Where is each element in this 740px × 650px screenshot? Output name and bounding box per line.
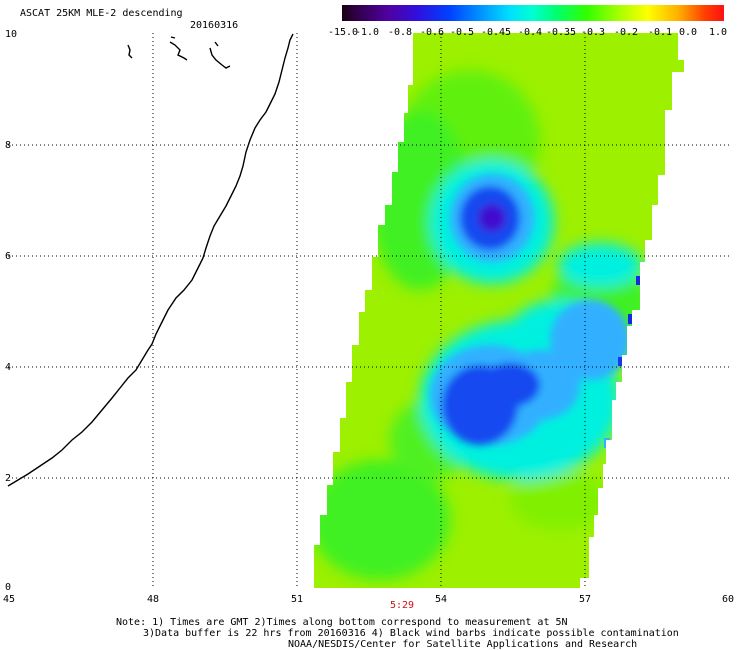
colorbar-tick-label: -0.2: [614, 27, 638, 38]
satellite-swath: [314, 33, 684, 588]
colorbar-tick-label: -0.5: [450, 27, 474, 38]
swath-darkblue-patch: [478, 204, 506, 232]
colorbar-tick-label: -0.4: [518, 27, 542, 38]
swath-cyan-patch: [558, 243, 642, 287]
colorbar-tick-label: -0.45: [481, 27, 511, 38]
colorbar-tick-label: -0.1: [648, 27, 672, 38]
x-tick-label: 60: [722, 594, 734, 605]
x-tick-label: 54: [435, 594, 447, 605]
y-tick-label: 2: [5, 473, 11, 484]
coastline-island: [169, 41, 188, 61]
x-tick-label: 51: [291, 594, 303, 605]
colorbar-tick-label: -0.3: [581, 27, 605, 38]
colorbar-tick-label: 0.0: [679, 27, 697, 38]
colorbar-gradient: [342, 5, 724, 21]
coastline-island: [170, 36, 176, 39]
colorbar: -15.0-1.0 -0.8 -0.6 -0.5 -0.45 -0.4 -0.35 -0.3-…: [328, 5, 727, 38]
colorbar-tick-label: 1.0: [709, 27, 727, 38]
y-tick-label: 8: [5, 140, 11, 151]
y-tick-label: 4: [5, 362, 11, 373]
x-tick-label: 57: [579, 594, 591, 605]
swath-pixel: [604, 438, 610, 448]
y-tick-label: 10: [5, 29, 17, 40]
coastline-island: [214, 41, 219, 47]
coastline-island: [209, 47, 231, 69]
swath-time-label: 5:29: [390, 600, 415, 611]
colorbar-tick-label: -1.0: [355, 27, 379, 38]
swath-pixel: [618, 357, 624, 366]
colorbar-tick-label: -0.35: [546, 27, 576, 38]
map-date: 20160316: [190, 20, 239, 31]
colorbar-tick-label: -15.0: [328, 27, 358, 38]
swath-green-patch: [314, 460, 450, 580]
colorbar-tick-label: -0.6: [420, 27, 444, 38]
y-tick-label: 6: [5, 251, 11, 262]
axis-labels: 45 48 51 54 57 60 0 2 4 6 8 10: [3, 29, 734, 605]
swath-pixel: [628, 314, 635, 324]
footnote-line-2: 3)Data buffer is 22 hrs from 20160316 4)…: [143, 628, 679, 639]
swath-blue-patch: [480, 363, 540, 407]
coastline: [7, 33, 294, 487]
swath-pixel: [612, 403, 620, 413]
map-title: ASCAT 25KM MLE-2 descending: [20, 8, 183, 19]
coastline-island: [127, 44, 133, 59]
footnote-credit: NOAA/NESDIS/Center for Satellite Applica…: [288, 639, 638, 650]
coastline-mainland: [7, 33, 294, 487]
x-tick-label: 45: [3, 594, 15, 605]
footnote-line-1: Note: 1) Times are GMT 2)Times along bot…: [116, 617, 568, 628]
colorbar-tick-label: -0.8: [388, 27, 412, 38]
lat-lon-grid: [8, 33, 729, 588]
swath-lightblue-patch: [550, 300, 630, 380]
x-tick-label: 48: [147, 594, 159, 605]
swath-pixel: [636, 276, 643, 285]
y-tick-label: 0: [5, 582, 11, 593]
